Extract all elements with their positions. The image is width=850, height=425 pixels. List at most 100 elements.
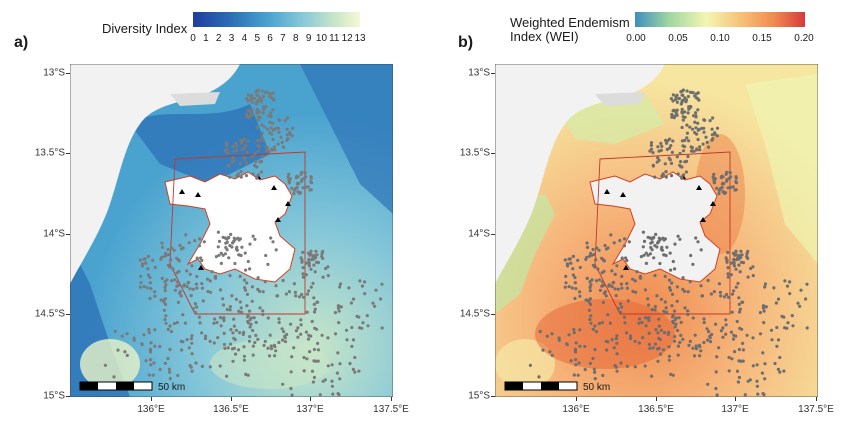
observation-dot <box>731 185 735 189</box>
observation-dot <box>233 261 237 266</box>
observation-dot <box>330 384 334 388</box>
observation-dot <box>301 266 305 270</box>
observation-dot <box>593 347 597 352</box>
observation-dot <box>589 314 593 318</box>
observation-dot <box>668 251 672 255</box>
longitude-tick <box>310 397 311 401</box>
observation-dot <box>737 263 741 267</box>
observation-dot <box>657 236 661 240</box>
observation-dot <box>740 253 744 257</box>
observation-dot <box>681 149 686 153</box>
observation-dot <box>271 108 275 112</box>
observation-dot <box>200 258 204 263</box>
observation-dot <box>663 162 667 166</box>
observation-dot <box>353 370 357 374</box>
observation-dot <box>748 378 752 382</box>
colorbar-tick-label: 10 <box>315 33 328 44</box>
observation-dot <box>712 172 716 176</box>
observation-dot <box>185 285 189 289</box>
observation-dot <box>654 232 658 236</box>
observation-dot <box>762 309 766 313</box>
observation-dot <box>163 289 167 293</box>
latitude-tick <box>491 234 495 235</box>
observation-dot <box>246 321 250 325</box>
observation-dot <box>245 292 250 296</box>
observation-dot <box>236 236 240 240</box>
observation-dot <box>756 392 760 396</box>
observation-dot <box>261 94 265 99</box>
observation-dot <box>232 158 236 162</box>
observation-dot <box>193 239 197 243</box>
observation-dot <box>200 286 204 290</box>
observation-dot <box>647 342 651 347</box>
observation-dot <box>281 145 286 149</box>
observation-dot <box>635 270 639 274</box>
observation-dot <box>573 350 578 354</box>
observation-dot <box>699 248 703 252</box>
observation-dot <box>769 328 774 332</box>
observation-dot <box>649 147 654 151</box>
observation-dot <box>660 248 664 252</box>
observation-dot <box>615 334 619 338</box>
observation-dot <box>182 284 186 288</box>
observation-dot <box>171 267 175 271</box>
observation-dot <box>655 294 659 298</box>
observation-dot <box>241 332 245 336</box>
observation-dot <box>166 327 170 331</box>
observation-dot <box>148 350 153 354</box>
observation-dot <box>266 316 270 320</box>
observation-dot <box>644 324 648 328</box>
observation-dot <box>659 148 663 152</box>
observation-dot <box>309 249 313 253</box>
observation-dot <box>320 254 324 259</box>
observation-dot <box>699 284 703 288</box>
observation-dot <box>338 282 343 286</box>
observation-dot <box>251 353 255 357</box>
observation-dot <box>686 312 690 317</box>
observation-dot <box>308 350 312 354</box>
observation-dot <box>158 344 162 349</box>
observation-dot <box>649 143 653 147</box>
observation-dot <box>168 377 172 381</box>
observation-dot <box>674 110 678 114</box>
observation-dot <box>304 330 308 334</box>
observation-dot <box>305 357 309 361</box>
longitude-label: 136.5°E <box>638 404 674 415</box>
observation-dot <box>281 382 285 386</box>
observation-dot <box>168 370 172 374</box>
observation-dot <box>667 156 671 160</box>
observation-dot <box>297 295 302 299</box>
observation-dot <box>714 322 718 326</box>
observation-dot <box>261 309 265 313</box>
observation-dot <box>357 369 361 373</box>
observation-dot <box>234 141 238 145</box>
observation-dot <box>755 363 759 367</box>
observation-dot <box>751 274 755 278</box>
observation-dot <box>184 233 188 237</box>
observation-dot <box>186 281 190 285</box>
observation-dot <box>269 344 273 348</box>
observation-dot <box>208 339 212 343</box>
wei-colorbar <box>635 12 805 27</box>
observation-dot <box>638 317 642 321</box>
observation-dot <box>730 261 734 265</box>
observation-dot <box>736 281 740 285</box>
observation-dot <box>665 245 669 249</box>
observation-dot <box>153 290 157 294</box>
observation-dot <box>588 361 592 365</box>
observation-dot <box>242 278 246 282</box>
observation-dot <box>286 116 290 120</box>
observation-dot <box>202 240 206 244</box>
observation-dot <box>259 100 263 104</box>
observation-dot <box>650 374 654 378</box>
observation-dot <box>734 285 738 289</box>
observation-dot <box>684 159 689 163</box>
observation-dot <box>206 289 210 294</box>
observation-dot <box>687 139 691 143</box>
observation-dot <box>296 190 300 194</box>
observation-dot <box>295 186 299 190</box>
observation-dot <box>796 301 800 305</box>
map-a: 50 km <box>69 63 394 403</box>
observation-dot <box>112 375 116 379</box>
observation-dot <box>735 319 739 324</box>
